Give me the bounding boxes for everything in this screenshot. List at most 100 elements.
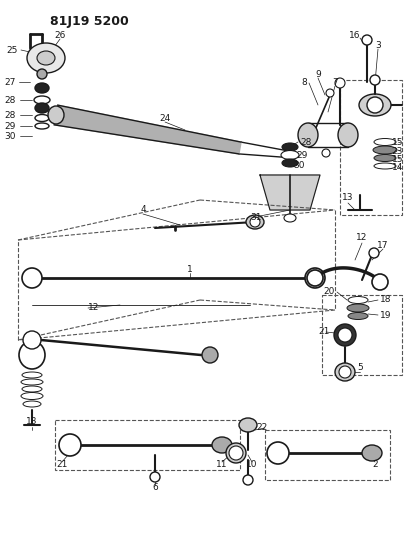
Ellipse shape	[21, 392, 43, 400]
Text: 14: 14	[391, 164, 402, 173]
Circle shape	[321, 149, 329, 157]
Ellipse shape	[21, 379, 43, 385]
Text: 16: 16	[348, 30, 360, 39]
Ellipse shape	[22, 386, 42, 392]
Ellipse shape	[34, 96, 50, 104]
Ellipse shape	[372, 146, 396, 154]
Ellipse shape	[35, 123, 49, 129]
Circle shape	[37, 69, 47, 79]
Text: 30: 30	[292, 160, 304, 169]
Ellipse shape	[23, 401, 41, 407]
Text: 24: 24	[159, 114, 170, 123]
Ellipse shape	[334, 363, 354, 381]
Ellipse shape	[211, 437, 231, 453]
Text: 25: 25	[6, 45, 18, 54]
Ellipse shape	[297, 123, 317, 147]
Ellipse shape	[23, 331, 41, 349]
Circle shape	[361, 35, 371, 45]
Text: 8: 8	[301, 77, 306, 86]
Ellipse shape	[373, 139, 395, 146]
Text: 23: 23	[391, 147, 402, 156]
Circle shape	[371, 274, 387, 290]
Text: 20: 20	[323, 287, 334, 296]
Bar	[55, 420, 239, 470]
Polygon shape	[259, 175, 319, 210]
Ellipse shape	[304, 268, 324, 288]
Ellipse shape	[284, 214, 295, 222]
Ellipse shape	[22, 372, 42, 378]
Ellipse shape	[337, 123, 357, 147]
Text: 30: 30	[4, 132, 16, 141]
Text: 27: 27	[4, 77, 16, 86]
Text: 12: 12	[356, 233, 367, 243]
Circle shape	[228, 446, 243, 460]
Circle shape	[366, 97, 382, 113]
Ellipse shape	[37, 51, 55, 65]
Ellipse shape	[280, 150, 298, 159]
Text: 21: 21	[56, 461, 68, 470]
Polygon shape	[54, 105, 241, 154]
Text: 21: 21	[317, 327, 328, 336]
Ellipse shape	[346, 304, 368, 312]
Text: 13: 13	[26, 417, 38, 426]
Ellipse shape	[361, 445, 381, 461]
Text: 22: 22	[256, 424, 267, 432]
Ellipse shape	[35, 115, 49, 122]
Circle shape	[334, 78, 344, 88]
Circle shape	[368, 248, 378, 258]
Ellipse shape	[239, 418, 256, 432]
Text: 4: 4	[140, 206, 145, 214]
Text: 1: 1	[187, 265, 192, 274]
Text: 11: 11	[216, 461, 227, 470]
Circle shape	[149, 472, 160, 482]
Ellipse shape	[35, 83, 49, 93]
Circle shape	[249, 217, 259, 227]
Text: 3: 3	[374, 41, 380, 50]
Ellipse shape	[281, 159, 297, 167]
Ellipse shape	[358, 94, 390, 116]
Text: 13: 13	[341, 193, 353, 203]
Text: 9: 9	[314, 69, 320, 78]
Text: 28: 28	[4, 110, 16, 119]
Ellipse shape	[347, 312, 367, 319]
Text: 28: 28	[299, 138, 311, 147]
Text: 81J19 5200: 81J19 5200	[50, 15, 128, 28]
Circle shape	[306, 270, 322, 286]
Ellipse shape	[373, 155, 395, 161]
Bar	[264, 430, 389, 480]
Ellipse shape	[59, 434, 81, 456]
Ellipse shape	[48, 106, 64, 124]
Ellipse shape	[266, 442, 288, 464]
Text: 10: 10	[246, 461, 257, 470]
Ellipse shape	[35, 103, 49, 113]
Bar	[321, 295, 401, 375]
Ellipse shape	[226, 443, 245, 463]
Circle shape	[337, 328, 351, 342]
Circle shape	[243, 475, 252, 485]
Circle shape	[338, 366, 350, 378]
Circle shape	[307, 271, 321, 285]
Text: 18: 18	[379, 295, 390, 304]
Text: 31: 31	[249, 214, 261, 222]
Text: 17: 17	[376, 240, 388, 249]
Text: 2: 2	[371, 461, 377, 470]
Text: 15: 15	[390, 155, 402, 164]
Text: 7: 7	[331, 77, 337, 86]
Ellipse shape	[347, 296, 367, 303]
Text: 29: 29	[4, 122, 16, 131]
Ellipse shape	[281, 143, 297, 151]
Text: 12: 12	[88, 303, 99, 312]
Circle shape	[325, 89, 333, 97]
Text: 6: 6	[152, 483, 158, 492]
Bar	[339, 80, 401, 215]
Text: 19: 19	[379, 311, 390, 319]
Ellipse shape	[245, 215, 263, 229]
Ellipse shape	[202, 347, 217, 363]
Circle shape	[369, 75, 379, 85]
Ellipse shape	[333, 324, 355, 346]
Text: 29: 29	[295, 150, 307, 159]
Ellipse shape	[19, 341, 45, 369]
Text: 28: 28	[4, 95, 16, 104]
Text: 26: 26	[54, 30, 66, 39]
Ellipse shape	[373, 163, 395, 169]
